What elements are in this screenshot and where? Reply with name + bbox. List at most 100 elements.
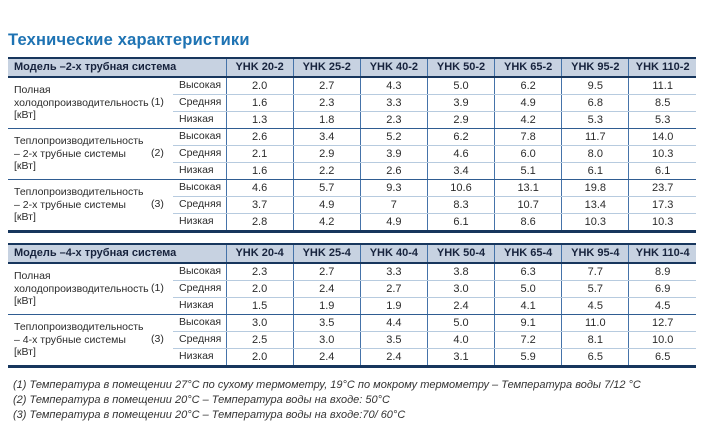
value-cell: 5.9	[494, 348, 562, 367]
value-cell: 2.9	[292, 145, 361, 163]
table-header-model: Модель –4-х трубная система	[8, 244, 227, 264]
value-cell: 2.2	[292, 162, 361, 180]
column-header: YHK 20-4	[225, 244, 294, 264]
column-header: YHK 25-4	[292, 244, 361, 264]
value-cell: 2.0	[225, 77, 294, 95]
table-body: Полная холодопроизводительность [кВт] (1)…	[8, 77, 696, 232]
column-header: YHK 50-4	[426, 244, 495, 264]
value-cell: 2.9	[426, 111, 495, 129]
table-row: Полная холодопроизводительность [кВт] (1)…	[8, 77, 696, 129]
column-header: YHK 95-4	[561, 244, 629, 264]
value-cell: 8.6	[494, 213, 562, 232]
value-cell: 4.0	[426, 331, 495, 349]
value-cell: 7.2	[494, 331, 562, 349]
row-group-label: Теплопроизводительность – 2-х трубные си…	[8, 128, 149, 180]
value-cell: 5.3	[561, 111, 629, 129]
footnotes: (1) Температура в помещении 27°С по сухо…	[13, 378, 704, 423]
footnote-1: (1) Температура в помещении 27°С по сухо…	[13, 379, 641, 391]
value-cell: 1.6	[225, 162, 294, 180]
value-cell: 1.9	[292, 297, 361, 315]
value-cell: 2.4	[292, 348, 361, 367]
value-cell: 5.1	[494, 162, 562, 180]
value-cell: 10.6	[426, 179, 495, 197]
fan-speed-label: Высокая	[173, 77, 227, 95]
value-cell: 6.0	[494, 145, 562, 163]
footnote-ref: (1)	[149, 77, 173, 129]
column-header: YHK 110-4	[628, 244, 696, 264]
value-cell: 8.1	[561, 331, 629, 349]
value-cell: 5.2	[359, 128, 428, 146]
value-cell: 4.5	[561, 297, 629, 315]
value-cell: 3.0	[225, 314, 294, 332]
value-cell: 2.0	[225, 280, 294, 298]
value-cell: 2.3	[292, 94, 361, 112]
value-cell: 6.3	[494, 263, 562, 281]
value-cell: 1.5	[225, 297, 294, 315]
table-row: Теплопроизводительность – 4-х трубные си…	[8, 314, 696, 367]
table-row: Теплопроизводительность – 2-х трубные си…	[8, 128, 696, 180]
value-cell: 6.2	[494, 77, 562, 95]
value-cell: 4.4	[359, 314, 428, 332]
fan-speed-label: Средняя	[173, 331, 227, 349]
value-cell: 7.8	[494, 128, 562, 146]
value-cell: 4.2	[292, 213, 361, 232]
table-head: Модель –2-х трубная система YHK 20-2 YHK 2…	[8, 58, 696, 78]
footnote-ref: (2)	[149, 128, 173, 180]
value-cell: 11.1	[628, 77, 696, 95]
value-cell: 11.7	[561, 128, 629, 146]
value-cell: 13.4	[561, 196, 629, 214]
fan-speed-label: Низкая	[173, 297, 227, 315]
value-cell: 1.6	[225, 94, 294, 112]
value-cell: 3.9	[359, 145, 428, 163]
fan-speed-label: Средняя	[173, 196, 227, 214]
value-cell: 2.5	[225, 331, 294, 349]
footnote-ref: (3)	[149, 314, 173, 367]
value-cell: 4.3	[359, 77, 428, 95]
value-cell: 2.6	[359, 162, 428, 180]
value-cell: 5.0	[426, 314, 495, 332]
value-cell: 14.0	[628, 128, 696, 146]
table-row: Теплопроизводительность – 2-х трубные си…	[8, 179, 696, 232]
value-cell: 10.7	[494, 196, 562, 214]
value-cell: 4.2	[494, 111, 562, 129]
value-cell: 3.4	[426, 162, 495, 180]
value-cell: 9.5	[561, 77, 629, 95]
value-cell: 10.0	[628, 331, 696, 349]
fan-speed-label: Средняя	[173, 94, 227, 112]
value-cell: 17.3	[628, 196, 696, 214]
column-header: YHK 65-2	[494, 58, 562, 78]
page-title: Технические характеристики	[8, 31, 250, 49]
fan-speed-label: Высокая	[173, 263, 227, 281]
value-cell: 6.2	[426, 128, 495, 146]
value-cell: 9.1	[494, 314, 562, 332]
value-cell: 19.8	[561, 179, 629, 197]
column-header: YHK 50-2	[426, 58, 495, 78]
value-cell: 8.0	[561, 145, 629, 163]
column-header: YHK 95-2	[561, 58, 629, 78]
fan-speed-label: Низкая	[173, 162, 227, 180]
value-cell: 2.3	[225, 263, 294, 281]
value-cell: 4.9	[359, 213, 428, 232]
table-row: Средняя 2.1 2.9 3.9 4.6 6.0 8.0 10.3	[8, 145, 696, 163]
value-cell: 3.5	[359, 331, 428, 349]
value-cell: 4.9	[292, 196, 361, 214]
table-row: Полная холодопроизводительность [кВт] (1)…	[8, 263, 696, 315]
table-row: Низкая 1.5 1.9 1.9 2.4 4.1 4.5 4.5	[8, 297, 696, 315]
value-cell: 4.1	[494, 297, 562, 315]
footnote-2: (2) Температура в помещении 20°С – Темпе…	[13, 394, 390, 406]
spec-tables: Модель –2-х трубная система YHK 20-2 YHK 2…	[8, 57, 704, 368]
value-cell: 11.0	[561, 314, 629, 332]
value-cell: 4.5	[628, 297, 696, 315]
value-cell: 8.3	[426, 196, 495, 214]
value-cell: 2.3	[359, 111, 428, 129]
column-header: YHK 40-2	[359, 58, 428, 78]
value-cell: 3.0	[426, 280, 495, 298]
table-row: Низкая 2.0 2.4 2.4 3.1 5.9 6.5 6.5	[8, 348, 696, 367]
fan-speed-label: Низкая	[173, 348, 227, 367]
value-cell: 4.9	[494, 94, 562, 112]
fan-speed-label: Высокая	[173, 179, 227, 197]
value-cell: 1.3	[225, 111, 294, 129]
fan-speed-label: Средняя	[173, 280, 227, 298]
column-header: YHK 20-2	[225, 58, 294, 78]
value-cell: 5.7	[561, 280, 629, 298]
